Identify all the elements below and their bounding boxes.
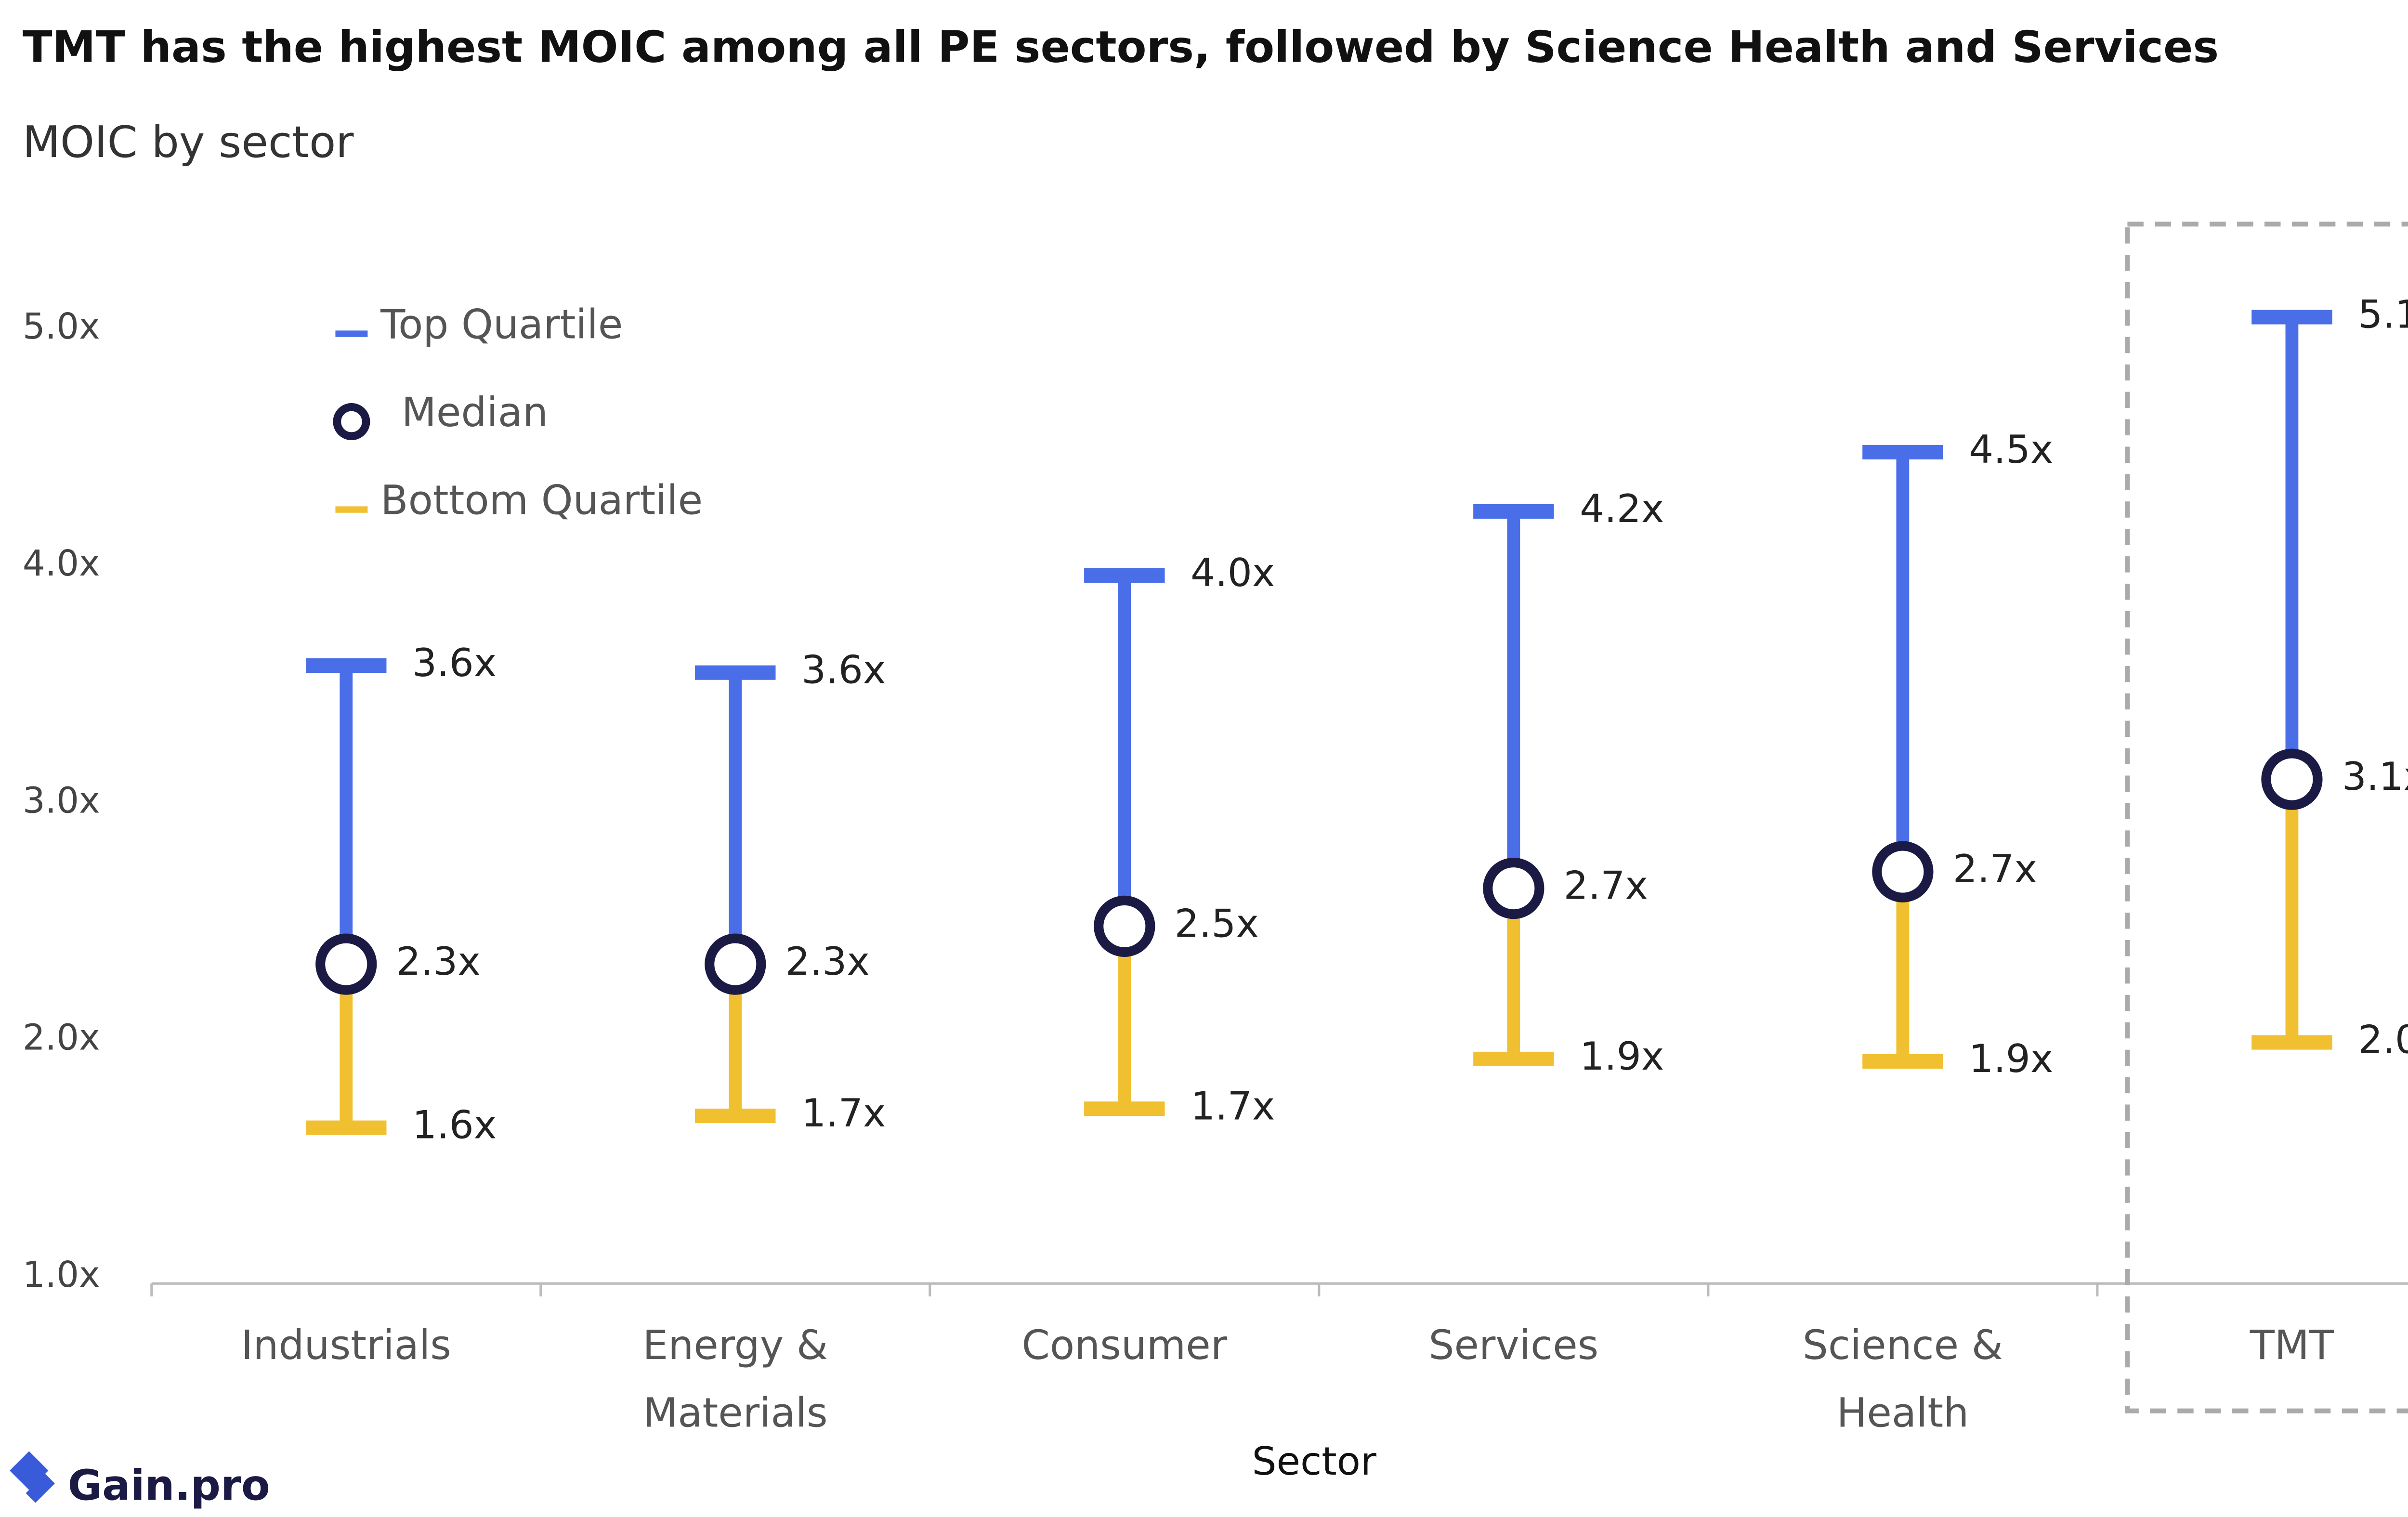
chart-subtitle: MOIC by sector — [23, 117, 354, 168]
x-tick-label-line: Materials — [643, 1389, 828, 1437]
value-label: 4.5x — [1969, 427, 2053, 472]
value-label: 1.7x — [801, 1090, 886, 1136]
x-tick-label: Energy & Materials — [642, 1321, 828, 1437]
legend-label: Top Quartile — [380, 301, 623, 348]
value-label: 2.7x — [1564, 863, 1648, 908]
x-tick-label-line: Energy & — [642, 1321, 828, 1369]
value-label: 1.6x — [412, 1102, 497, 1148]
x-tick-label: Industrials — [241, 1321, 451, 1369]
median-dot — [1483, 857, 1544, 919]
legend-marker — [333, 403, 370, 441]
value-label: 2.5x — [1175, 901, 1259, 946]
value-label: 4.0x — [1191, 550, 1275, 595]
y-tick-label: 1.0x — [23, 1255, 100, 1295]
median-dot — [1872, 841, 1934, 902]
value-label: 1.9x — [1580, 1033, 1664, 1079]
median-dot — [1094, 895, 1155, 957]
x-tick-label: Consumer — [1021, 1321, 1227, 1369]
legend-label: Bottom Quartile — [380, 477, 703, 524]
x-tick-label: Science & Health — [1803, 1321, 2003, 1437]
y-tick-label: 2.0x — [23, 1018, 100, 1059]
x-tick-label: TMT — [2250, 1321, 2334, 1369]
value-label: 3.6x — [801, 647, 886, 693]
value-label: 2.3x — [396, 939, 481, 984]
logo: Gain.pro — [10, 1451, 270, 1510]
value-label: 1.7x — [1191, 1083, 1275, 1128]
x-tick-label-line: Health — [1836, 1389, 1969, 1437]
legend-label: Median — [402, 389, 548, 436]
x-tick-label-line: Science & — [1803, 1321, 2003, 1369]
logo-text: Gain.pro — [68, 1461, 270, 1510]
value-label: 2.7x — [1953, 846, 2037, 891]
value-label: 3.1x — [2342, 754, 2408, 799]
value-label: 5.1x — [2358, 291, 2408, 337]
value-label: 2.0x — [2358, 1017, 2408, 1062]
y-tick-label: 5.0x — [23, 306, 100, 347]
y-tick-label: 3.0x — [23, 780, 100, 821]
logo-icon — [10, 1451, 55, 1503]
highlight-box — [2125, 222, 2408, 1413]
value-label: 3.6x — [412, 640, 497, 685]
x-axis-label: Sector — [1252, 1439, 1377, 1484]
value-label: 1.9x — [1969, 1036, 2053, 1081]
chart-title: TMT has the highest MOIC among all PE se… — [23, 22, 2219, 73]
median-dot — [315, 933, 377, 995]
value-label: 2.3x — [785, 939, 870, 984]
median-dot — [2261, 748, 2323, 810]
median-dot — [705, 933, 766, 995]
value-label: 4.2x — [1580, 486, 1664, 531]
y-tick-label: 4.0x — [23, 543, 100, 584]
x-tick-label: Services — [1428, 1321, 1598, 1369]
